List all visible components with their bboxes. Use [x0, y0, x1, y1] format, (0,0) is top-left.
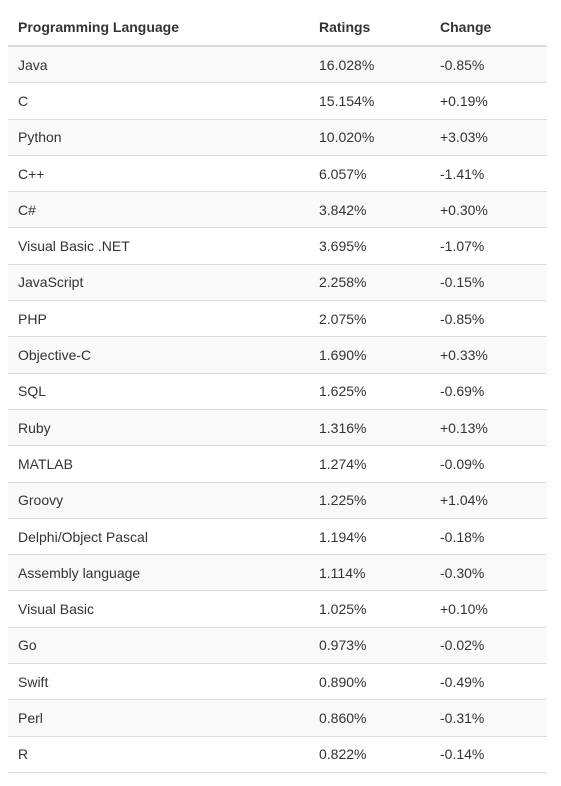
table-row: R 0.822% -0.14%	[8, 735, 547, 773]
rating-cell: 1.225%	[309, 481, 430, 519]
rating-cell: 2.075%	[309, 300, 430, 337]
table-body: Java 16.028% -0.85% C 15.154% +0.19% Python 10.…	[8, 45, 547, 773]
languages-table: Programming Language Ratings Change Java…	[8, 8, 547, 773]
table-row: Delphi/Object Pascal 1.194% -0.18%	[8, 517, 547, 555]
rating-cell: 0.890%	[309, 663, 430, 700]
table-row: SQL 1.625% -0.69%	[8, 372, 547, 410]
table-row: Visual Basic .NET 3.695% -1.07%	[8, 227, 547, 265]
change-cell: +0.13%	[430, 408, 547, 446]
language-cell: C	[8, 82, 309, 120]
change-cell: -1.41%	[430, 154, 547, 192]
column-header-language: Programming Language	[8, 8, 309, 47]
rating-cell: 2.258%	[309, 263, 430, 301]
language-cell: Python	[8, 118, 309, 156]
language-cell: PHP	[8, 300, 309, 337]
change-cell: -0.85%	[430, 300, 547, 337]
language-cell: Visual Basic	[8, 590, 309, 628]
change-cell: -0.02%	[430, 626, 547, 664]
change-cell: -0.15%	[430, 263, 547, 301]
language-cell: Objective-C	[8, 336, 309, 374]
language-cell: R	[8, 735, 309, 773]
language-cell: Java	[8, 45, 309, 83]
table-row: C# 3.842% +0.30%	[8, 191, 547, 228]
language-cell: Perl	[8, 699, 309, 737]
column-header-change: Change	[430, 8, 547, 47]
table-row: Java 16.028% -0.85%	[8, 45, 547, 83]
rating-cell: 0.973%	[309, 626, 430, 664]
rating-cell: 1.274%	[309, 445, 430, 483]
rating-cell: 15.154%	[309, 82, 430, 120]
language-cell: JavaScript	[8, 263, 309, 301]
table-row: JavaScript 2.258% -0.15%	[8, 263, 547, 301]
language-cell: Groovy	[8, 481, 309, 519]
change-cell: -0.14%	[430, 735, 547, 773]
change-cell: +3.03%	[430, 118, 547, 156]
rating-cell: 16.028%	[309, 45, 430, 83]
change-cell: +1.04%	[430, 481, 547, 519]
rating-cell: 3.842%	[309, 191, 430, 228]
change-cell: -0.18%	[430, 517, 547, 555]
change-cell: -1.07%	[430, 227, 547, 265]
table-row: C 15.154% +0.19%	[8, 82, 547, 120]
table-header: Programming Language Ratings Change	[8, 8, 547, 47]
table-row: PHP 2.075% -0.85%	[8, 300, 547, 337]
language-cell: C#	[8, 191, 309, 228]
table-row: Swift 0.890% -0.49%	[8, 663, 547, 700]
table-row: Groovy 1.225% +1.04%	[8, 481, 547, 519]
change-cell: -0.31%	[430, 699, 547, 737]
rating-cell: 3.695%	[309, 227, 430, 265]
change-cell: +0.33%	[430, 336, 547, 374]
languages-table-container: Programming Language Ratings Change Java…	[8, 8, 547, 773]
change-cell: -0.30%	[430, 554, 547, 591]
change-cell: -0.49%	[430, 663, 547, 700]
rating-cell: 1.690%	[309, 336, 430, 374]
table-row: Python 10.020% +3.03%	[8, 118, 547, 156]
language-cell: SQL	[8, 372, 309, 410]
language-cell: Delphi/Object Pascal	[8, 517, 309, 555]
change-cell: -0.69%	[430, 372, 547, 410]
table-row: Go 0.973% -0.02%	[8, 626, 547, 664]
language-cell: Ruby	[8, 408, 309, 446]
language-cell: Go	[8, 626, 309, 664]
language-cell: Swift	[8, 663, 309, 700]
rating-cell: 1.025%	[309, 590, 430, 628]
rating-cell: 1.194%	[309, 517, 430, 555]
change-cell: +0.19%	[430, 82, 547, 120]
column-header-ratings: Ratings	[309, 8, 430, 47]
rating-cell: 1.316%	[309, 408, 430, 446]
change-cell: +0.30%	[430, 191, 547, 228]
language-cell: C++	[8, 154, 309, 192]
rating-cell: 0.860%	[309, 699, 430, 737]
rating-cell: 1.625%	[309, 372, 430, 410]
change-cell: +0.10%	[430, 590, 547, 628]
table-row: C++ 6.057% -1.41%	[8, 154, 547, 192]
table-row: Visual Basic 1.025% +0.10%	[8, 590, 547, 628]
change-cell: -0.09%	[430, 445, 547, 483]
table-row: Perl 0.860% -0.31%	[8, 699, 547, 737]
table-row: Assembly language 1.114% -0.30%	[8, 554, 547, 591]
language-cell: Assembly language	[8, 554, 309, 591]
language-cell: MATLAB	[8, 445, 309, 483]
rating-cell: 10.020%	[309, 118, 430, 156]
language-cell: Visual Basic .NET	[8, 227, 309, 265]
table-row: Ruby 1.316% +0.13%	[8, 408, 547, 446]
rating-cell: 1.114%	[309, 554, 430, 591]
table-row: Objective-C 1.690% +0.33%	[8, 336, 547, 374]
rating-cell: 0.822%	[309, 735, 430, 773]
change-cell: -0.85%	[430, 45, 547, 83]
header-row: Programming Language Ratings Change	[8, 8, 547, 47]
rating-cell: 6.057%	[309, 154, 430, 192]
table-row: MATLAB 1.274% -0.09%	[8, 445, 547, 483]
